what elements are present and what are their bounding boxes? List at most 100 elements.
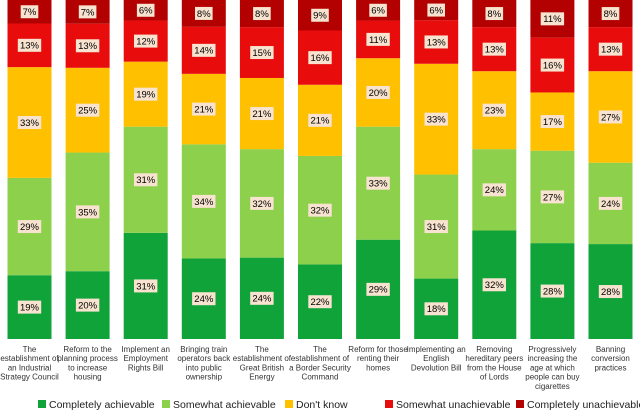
- data-labels-layer: 19% 29% 33% 13% 7% 20% 35% 25% 13% 7% 31% 31% 19% 12%…: [17, 3, 623, 316]
- data-label: 7%: [23, 7, 37, 18]
- data-label: 20%: [78, 301, 98, 312]
- legend-swatch: [38, 400, 46, 408]
- data-label: 13%: [485, 45, 505, 56]
- data-label: 13%: [78, 41, 98, 52]
- category-label: Reform for those renting their homes: [348, 345, 408, 372]
- data-label: 18%: [427, 304, 447, 315]
- data-label-box: [134, 87, 158, 101]
- data-label-box: [366, 176, 390, 190]
- data-label-box: [482, 42, 506, 56]
- data-label-box: [17, 38, 42, 52]
- data-label: 33%: [20, 118, 40, 129]
- data-label-box: [17, 220, 42, 234]
- data-label: 13%: [427, 37, 447, 48]
- data-label-box: [192, 292, 216, 306]
- legend-label: Somewhat achievable: [173, 399, 276, 411]
- data-label: 7%: [81, 7, 95, 18]
- data-label-box: [311, 8, 329, 22]
- category-label: Progressively increasing the age at which p…: [525, 345, 579, 391]
- data-label: 6%: [139, 6, 153, 17]
- data-label: 21%: [310, 116, 330, 127]
- data-label: 17%: [543, 117, 563, 128]
- data-label-box: [134, 173, 158, 187]
- data-label: 15%: [252, 48, 272, 59]
- data-label-box: [485, 7, 504, 21]
- data-label-box: [598, 285, 623, 299]
- data-label: 19%: [20, 303, 40, 314]
- data-label-box: [192, 194, 216, 208]
- data-label-box: [250, 107, 274, 121]
- data-label-box: [366, 32, 390, 46]
- data-label: 13%: [601, 45, 621, 56]
- data-label-box: [192, 43, 216, 57]
- data-label: 21%: [252, 109, 272, 120]
- data-label-box: [427, 3, 445, 17]
- data-label-box: [369, 3, 387, 17]
- data-label: 32%: [252, 199, 272, 210]
- data-label: 24%: [252, 294, 272, 305]
- category-label: Reform to the planning process to increase…: [57, 345, 117, 382]
- data-label: 28%: [543, 286, 563, 297]
- data-label: 35%: [78, 207, 98, 218]
- data-label: 31%: [136, 175, 156, 186]
- data-label-box: [540, 58, 565, 72]
- category-label: Implementing an English Devolution Bill: [407, 345, 466, 372]
- data-label: 16%: [310, 53, 330, 64]
- category-label: Implement an Employment Rights Bill: [121, 345, 169, 372]
- data-label-box: [75, 298, 100, 312]
- data-label-box: [75, 205, 100, 219]
- data-label: 24%: [485, 185, 505, 196]
- data-label-box: [598, 42, 623, 56]
- data-label-box: [20, 5, 39, 19]
- legend-label: Somewhat unachievable: [396, 399, 511, 411]
- data-label: 9%: [313, 11, 327, 22]
- data-label-box: [424, 112, 448, 126]
- data-label-box: [366, 85, 390, 99]
- data-label: 27%: [601, 112, 621, 123]
- legend-swatch: [162, 400, 170, 408]
- data-label: 11%: [543, 14, 562, 25]
- data-label-box: [75, 103, 100, 117]
- data-label-box: [366, 282, 390, 296]
- legend-label: Don't know: [296, 399, 348, 411]
- data-label-box: [250, 196, 274, 210]
- data-label: 6%: [371, 6, 385, 17]
- data-label: 24%: [194, 294, 214, 305]
- data-label: 20%: [369, 88, 389, 99]
- data-label-box: [424, 35, 448, 49]
- legend-label: Completely achievable: [49, 399, 155, 411]
- category-labels-layer: The establishment of an Industrial Strategy…: [0, 345, 630, 391]
- data-label-box: [308, 203, 332, 217]
- legend: Completely achievable Somewhat achievable…: [38, 399, 640, 411]
- data-label-box: [253, 7, 271, 21]
- data-label-box: [75, 39, 100, 53]
- data-label: 31%: [136, 281, 156, 292]
- data-label-box: [136, 3, 155, 17]
- data-label-box: [78, 5, 97, 19]
- category-label: The establishment of a Border Security Comm…: [289, 345, 351, 382]
- data-label: 6%: [429, 5, 443, 16]
- legend-swatch: [285, 400, 293, 408]
- data-label: 21%: [194, 104, 214, 115]
- data-label-box: [424, 302, 448, 316]
- data-label: 31%: [427, 222, 447, 233]
- data-label-box: [192, 102, 216, 116]
- data-label-box: [598, 110, 623, 124]
- data-label: 12%: [136, 36, 156, 47]
- data-label-box: [482, 278, 506, 292]
- data-label: 28%: [601, 287, 621, 298]
- data-label-box: [308, 113, 332, 127]
- bars-layer: [7, 0, 633, 339]
- category-label: Banning conversion practices: [591, 345, 630, 372]
- data-label: 32%: [485, 280, 505, 291]
- category-label: The establishment of Great British Energy: [233, 345, 292, 382]
- data-label-box: [540, 284, 565, 298]
- data-label-box: [540, 190, 565, 204]
- data-label: 24%: [601, 199, 621, 210]
- data-label: 32%: [310, 206, 330, 217]
- data-label: 8%: [604, 9, 618, 20]
- data-label: 16%: [543, 60, 563, 71]
- data-label: 29%: [20, 222, 40, 233]
- category-label: Removing hereditary peers from the House of…: [465, 345, 523, 382]
